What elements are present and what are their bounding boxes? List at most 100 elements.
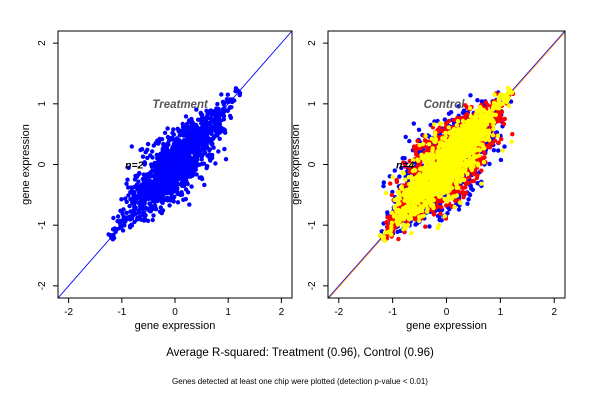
data-point (424, 145, 430, 150)
data-point (385, 215, 390, 220)
data-point (161, 141, 166, 147)
data-point (152, 162, 157, 167)
data-point (151, 198, 156, 203)
data-point (189, 184, 194, 189)
x-tick-label: -1 (117, 307, 126, 318)
data-point (210, 142, 215, 148)
data-point (219, 92, 224, 97)
data-point (140, 154, 146, 159)
data-point (191, 159, 196, 164)
data-point (156, 140, 162, 145)
data-point (127, 203, 132, 209)
data-point (171, 127, 176, 132)
panel-label: Treatment (152, 99, 209, 111)
data-point (201, 138, 206, 144)
data-point (148, 170, 154, 175)
data-point (136, 216, 141, 221)
y-tick-label: -1 (37, 220, 48, 229)
data-point (221, 117, 227, 122)
x-tick-label: 0 (172, 307, 178, 318)
data-point (423, 224, 428, 229)
data-point (179, 164, 185, 169)
data-point (124, 181, 129, 186)
data-point (445, 211, 450, 216)
data-point (147, 201, 152, 206)
data-point (176, 162, 181, 167)
data-point (159, 210, 164, 216)
data-point (185, 156, 190, 161)
data-point (456, 104, 461, 109)
data-point (207, 147, 212, 152)
data-point (496, 140, 501, 145)
data-point (228, 115, 234, 121)
data-point (139, 197, 144, 202)
data-point (186, 160, 191, 165)
data-point (148, 179, 153, 184)
data-point (179, 192, 185, 197)
data-point (482, 155, 487, 160)
data-point (177, 133, 182, 138)
data-point (444, 203, 449, 208)
data-point (175, 158, 180, 164)
data-point (188, 169, 193, 174)
data-point (479, 168, 484, 173)
data-point (199, 161, 204, 167)
data-point (217, 136, 222, 141)
data-point (152, 176, 158, 182)
data-point (431, 212, 437, 217)
y-axis-label: gene expression (20, 124, 32, 205)
data-point (142, 162, 147, 167)
data-point (178, 154, 183, 159)
data-point (202, 182, 207, 188)
data-point (126, 185, 131, 190)
data-point (460, 118, 466, 124)
data-point (178, 175, 183, 180)
x-tick-label: 1 (225, 307, 231, 318)
data-point (121, 207, 126, 212)
data-point (164, 160, 170, 165)
data-point (415, 138, 420, 143)
data-point (179, 182, 184, 188)
data-point (191, 165, 197, 170)
x-axis-label: gene expression (135, 320, 216, 332)
data-point (463, 185, 468, 190)
data-point (154, 184, 159, 189)
data-point (141, 179, 147, 184)
data-point (166, 135, 171, 140)
data-point (456, 189, 461, 194)
data-point (124, 210, 129, 215)
data-point (132, 177, 138, 182)
data-point (470, 187, 475, 192)
data-point (207, 152, 212, 157)
data-point (133, 206, 138, 212)
data-point (177, 140, 182, 145)
data-point (141, 172, 146, 177)
data-point (196, 162, 201, 167)
data-point (140, 206, 146, 212)
data-point (381, 180, 386, 185)
data-point (236, 88, 241, 94)
data-point (461, 108, 467, 113)
data-point (147, 208, 152, 213)
data-point (172, 186, 177, 191)
data-point (158, 205, 163, 210)
data-point (492, 138, 498, 143)
data-point (174, 147, 179, 152)
data-point (487, 141, 493, 147)
data-point (478, 156, 484, 162)
data-point (128, 209, 133, 214)
data-point (150, 149, 155, 154)
data-point (199, 176, 205, 182)
data-point (388, 181, 393, 186)
data-point (221, 109, 227, 115)
data-point (403, 164, 408, 169)
data-point (181, 125, 187, 130)
data-point (111, 232, 116, 237)
data-point (148, 153, 153, 158)
data-point (184, 165, 190, 170)
data-point (487, 161, 492, 167)
data-point (407, 138, 412, 144)
data-point (482, 150, 487, 156)
data-point (474, 175, 480, 181)
